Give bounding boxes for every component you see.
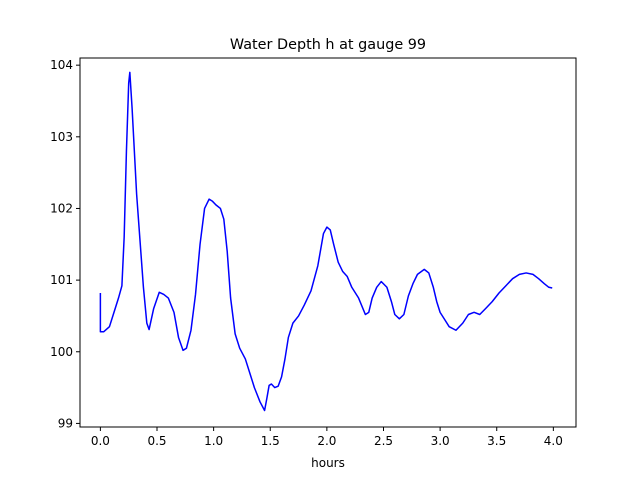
x-tick-label: 0.5 bbox=[147, 434, 166, 448]
plot-area bbox=[99, 71, 553, 412]
x-tick-label: 1.0 bbox=[204, 434, 223, 448]
x-tick-label: 3.5 bbox=[487, 434, 506, 448]
x-tick-label: 1.5 bbox=[261, 434, 280, 448]
y-tick-label: 102 bbox=[50, 201, 73, 215]
x-tick-label: 4.0 bbox=[544, 434, 563, 448]
chart-title: Water Depth h at gauge 99 bbox=[230, 37, 426, 53]
x-tick-label: 3.0 bbox=[431, 434, 450, 448]
y-tick-label: 101 bbox=[50, 273, 73, 287]
x-axis-label: hours bbox=[311, 456, 345, 470]
x-tick-label: 2.5 bbox=[374, 434, 393, 448]
series-line-0 bbox=[99, 71, 553, 412]
axes-frame bbox=[79, 57, 577, 428]
y-tick-label: 103 bbox=[50, 130, 73, 144]
y-tick-label: 100 bbox=[50, 345, 73, 359]
x-axis: 0.0 0.5 1.0 1.5 2.0 2.5 3.0 3.5 4.0 bbox=[91, 427, 563, 448]
x-tick-label: 0.0 bbox=[91, 434, 110, 448]
y-tick-label: 104 bbox=[50, 58, 73, 72]
y-axis: 99 100 101 102 103 104 bbox=[50, 58, 80, 430]
y-tick-label: 99 bbox=[58, 416, 73, 430]
x-tick-label: 2.0 bbox=[317, 434, 336, 448]
